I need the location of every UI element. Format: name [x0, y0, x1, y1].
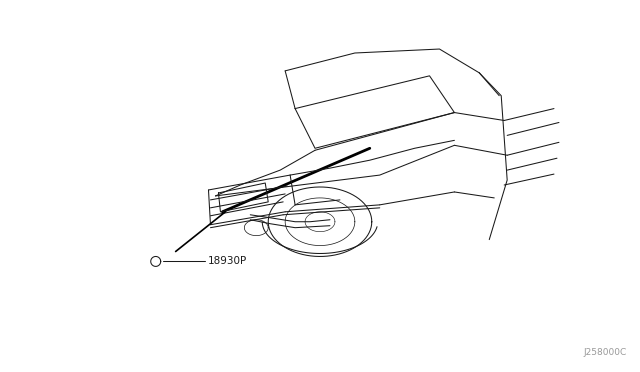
- Text: J258000C: J258000C: [584, 348, 627, 357]
- Text: 18930P: 18930P: [207, 256, 247, 266]
